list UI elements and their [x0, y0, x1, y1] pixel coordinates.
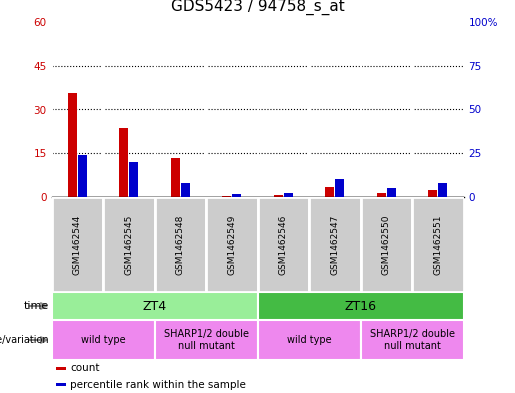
Bar: [335, 180, 345, 197]
Bar: [154, 320, 258, 360]
Bar: [258, 320, 360, 360]
Text: genotype/variation: genotype/variation: [0, 335, 49, 345]
Bar: [360, 197, 412, 292]
Text: ZT4: ZT4: [143, 299, 166, 312]
Text: SHARP1/2 double
null mutant: SHARP1/2 double null mutant: [163, 329, 249, 351]
Bar: [412, 197, 464, 292]
Bar: [232, 195, 242, 197]
Text: wild type: wild type: [81, 335, 125, 345]
Bar: [360, 320, 464, 360]
Bar: [52, 292, 258, 320]
Bar: [376, 193, 386, 197]
Bar: [309, 197, 360, 292]
Text: GDS5423 / 94758_s_at: GDS5423 / 94758_s_at: [170, 0, 345, 15]
Text: GSM1462545: GSM1462545: [124, 214, 133, 275]
Text: percentile rank within the sample: percentile rank within the sample: [70, 380, 246, 390]
Text: count: count: [70, 363, 99, 373]
Text: wild type: wild type: [287, 335, 331, 345]
Bar: [154, 197, 206, 292]
Bar: [325, 187, 334, 197]
Text: GSM1462550: GSM1462550: [382, 214, 391, 275]
Bar: [52, 320, 154, 360]
Bar: [103, 197, 154, 292]
Bar: [181, 183, 190, 197]
Bar: [206, 197, 258, 292]
Text: time: time: [24, 301, 49, 311]
Bar: [258, 197, 309, 292]
Bar: [284, 193, 293, 197]
Bar: [119, 129, 128, 197]
Text: GSM1462547: GSM1462547: [330, 214, 339, 275]
Bar: [438, 183, 448, 197]
Bar: [258, 292, 464, 320]
Text: SHARP1/2 double
null mutant: SHARP1/2 double null mutant: [369, 329, 455, 351]
Bar: [56, 367, 66, 369]
Bar: [222, 196, 231, 197]
Bar: [67, 94, 77, 197]
Bar: [78, 155, 87, 197]
Bar: [387, 188, 396, 197]
Text: GSM1462548: GSM1462548: [176, 214, 185, 275]
Text: GSM1462544: GSM1462544: [73, 214, 82, 275]
Bar: [428, 190, 437, 197]
Text: ZT16: ZT16: [345, 299, 376, 312]
Bar: [52, 197, 103, 292]
Bar: [129, 162, 139, 197]
Bar: [170, 158, 180, 197]
Text: GSM1462549: GSM1462549: [227, 214, 236, 275]
Bar: [273, 195, 283, 197]
Text: GSM1462546: GSM1462546: [279, 214, 288, 275]
Bar: [56, 384, 66, 386]
Text: GSM1462551: GSM1462551: [433, 214, 442, 275]
